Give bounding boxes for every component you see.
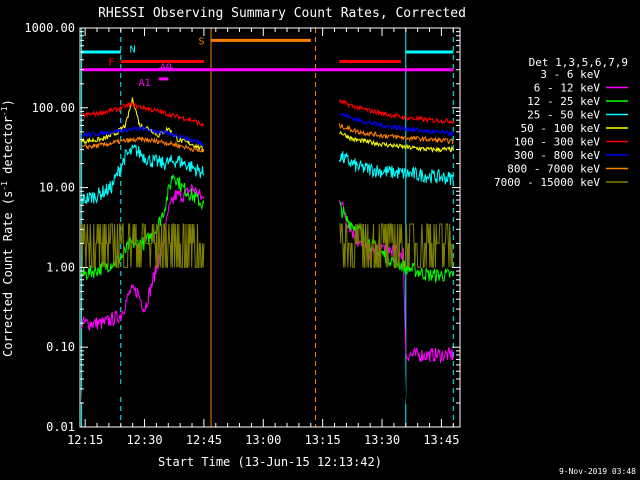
- series-lines: [81, 97, 454, 429]
- series-line: [81, 184, 205, 331]
- footer-timestamp: 9-Nov-2019 03:48: [559, 467, 636, 476]
- state-bar-label: F: [108, 58, 114, 69]
- series-line: [338, 123, 454, 145]
- state-bar-label: A1: [139, 78, 151, 89]
- legend-entry-label: 300 - 800 keV: [514, 149, 600, 162]
- state-bar-label: S: [199, 36, 205, 47]
- legend-entry-label: 100 - 300 keV: [514, 136, 600, 149]
- legend-title: Det 1,3,5,6,7,9: [529, 56, 628, 69]
- x-tick-label: 13:30: [364, 433, 400, 447]
- legend-entry-label: 6 - 12 keV: [534, 82, 601, 95]
- series-line: [338, 151, 454, 186]
- state-bar-label: A0: [160, 62, 172, 73]
- x-tick-label: 13:15: [305, 433, 341, 447]
- legend-entry-label: 7000 - 15000 keV: [494, 176, 600, 189]
- y-tick-label: 100.00: [32, 101, 75, 115]
- series-line: [81, 223, 205, 268]
- legend-entry-label: 3 - 6 keV: [540, 68, 600, 81]
- y-axis-label-superscript: -1: [0, 181, 9, 191]
- y-tick-label: 1.00: [46, 260, 75, 274]
- series-line: [338, 99, 454, 125]
- y-axis-label-part: Corrected Count Rate (s: [1, 191, 15, 357]
- x-tick-label: 13:45: [423, 433, 459, 447]
- plot-frame: [79, 27, 461, 428]
- series-line: [339, 223, 454, 268]
- x-axis-ticks: 12:15 12:30 12:45 13:00 13:15 13:30 13:45: [67, 28, 459, 447]
- series-line: [81, 125, 205, 147]
- x-tick-label: 12:45: [186, 433, 222, 447]
- series-line: [81, 135, 204, 153]
- series-line: [81, 144, 205, 205]
- y-tick-label: 10.00: [39, 181, 75, 195]
- y-axis-ticks: 1000.00 100.00 10.00 1.00 0.10 0.01: [24, 21, 460, 434]
- y-axis-label: Corrected Count Rate (s-1 detector-1): [0, 99, 15, 357]
- chart-title: RHESSI Observing Summary Count Rates, Co…: [98, 6, 466, 21]
- x-axis-label: Start Time (13-Jun-15 12:13:42): [158, 455, 382, 469]
- y-tick-label: 0.10: [46, 340, 75, 354]
- y-tick-label: 1000.00: [24, 21, 75, 35]
- y-tick-label: 0.01: [46, 420, 75, 434]
- y-axis-label-part: detector: [1, 116, 15, 181]
- series-line: [81, 101, 204, 128]
- legend-entry-label: 25 - 50 keV: [527, 109, 600, 122]
- y-axis-label-part: ): [1, 99, 15, 106]
- x-tick-label: 12:15: [67, 433, 103, 447]
- y-axis-label-superscript: -1: [0, 106, 9, 116]
- x-tick-label: 13:00: [245, 433, 281, 447]
- legend-entry-label: 50 - 100 keV: [521, 122, 601, 135]
- x-tick-label: 12:30: [126, 433, 162, 447]
- series-line: [338, 112, 454, 138]
- state-bars: N S F A0 A1: [81, 36, 454, 89]
- series-line: [339, 130, 454, 154]
- legend-entry-label: 800 - 7000 keV: [507, 163, 600, 176]
- legend-entry-label: 12 - 25 keV: [527, 95, 600, 108]
- series-line: [338, 233, 454, 429]
- state-bar-label: N: [130, 45, 136, 56]
